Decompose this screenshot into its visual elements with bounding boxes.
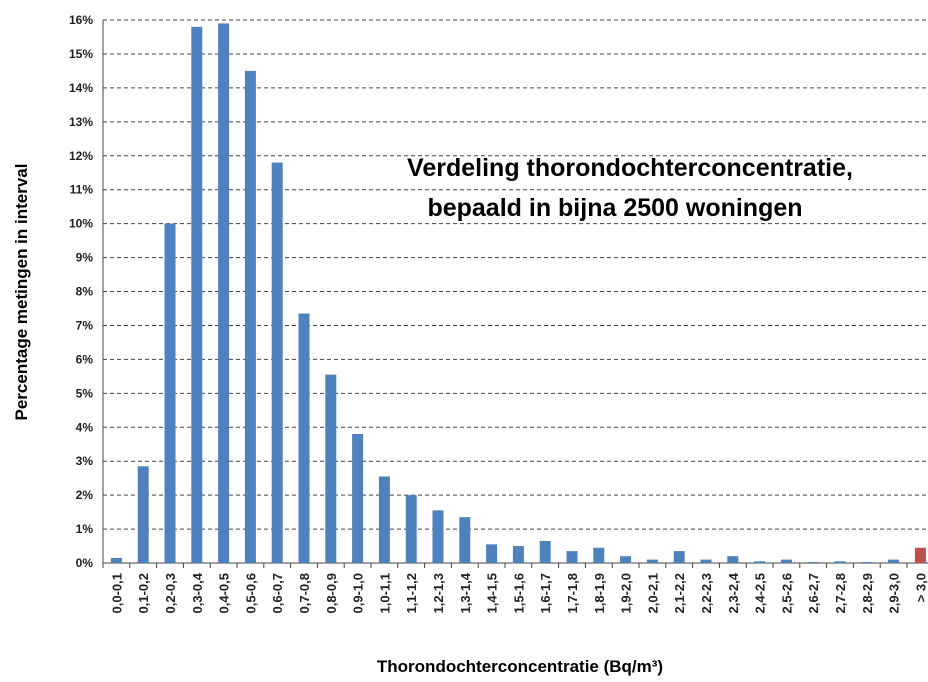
x-tick-label: 1,5-1,6 <box>511 573 526 613</box>
bar <box>191 26 203 564</box>
bar <box>861 561 873 563</box>
bar <box>834 561 846 563</box>
x-tick-label: 1,2-1,3 <box>431 573 446 613</box>
y-tick-label: 2% <box>76 488 94 502</box>
x-tick-label: 2,3-2,4 <box>726 572 741 613</box>
y-tick-label: 7% <box>76 318 94 332</box>
bar <box>271 162 283 563</box>
y-tick-label: 6% <box>76 352 94 366</box>
x-tick-label: 2,0-2,1 <box>645 573 660 613</box>
bar <box>646 559 658 563</box>
x-tick-label: 0,6-0,7 <box>270 573 285 613</box>
bar <box>137 466 149 563</box>
x-tick-label: 1,4-1,5 <box>485 573 500 613</box>
x-tick-label: 1,9-2,0 <box>619 573 634 613</box>
y-tick-label: 3% <box>76 454 94 468</box>
y-tick-label: 1% <box>76 522 94 536</box>
x-tick-label: 1,8-1,9 <box>592 573 607 613</box>
y-tick-label: 12% <box>69 149 93 163</box>
x-tick-label: 2,4-2,5 <box>753 573 768 613</box>
bar <box>352 434 364 563</box>
bar <box>727 556 739 563</box>
y-tick-label: 8% <box>76 285 94 299</box>
x-tick-label: 2,7-2,8 <box>833 573 848 613</box>
bar <box>218 23 230 564</box>
y-axis-title: Percentage metingen in interval <box>12 164 31 421</box>
bar <box>244 70 256 563</box>
x-tick-label: 0,8-0,9 <box>324 573 339 613</box>
annotation-line: bepaald in bijna 2500 woningen <box>427 194 802 222</box>
bar <box>512 546 524 563</box>
x-tick-label: 0,0-0,1 <box>109 573 124 613</box>
bar <box>673 551 685 563</box>
y-tick-label: 16% <box>69 13 93 27</box>
y-tick-label: 9% <box>76 251 94 265</box>
x-tick-label: 2,8-2,9 <box>860 573 875 613</box>
x-tick-label: 1,7-1,8 <box>565 573 580 613</box>
y-tick-label: 14% <box>69 81 93 95</box>
x-tick-label: 1,3-1,4 <box>458 572 473 613</box>
bar <box>807 561 819 563</box>
x-tick-label: 0,7-0,8 <box>297 573 312 613</box>
bar <box>888 559 900 563</box>
bar <box>325 374 337 563</box>
bar <box>620 556 632 563</box>
bar <box>593 547 605 563</box>
x-tick-label: 0,5-0,6 <box>243 573 258 613</box>
x-tick-label: 1,1-1,2 <box>404 573 419 613</box>
bar <box>459 517 471 563</box>
x-tick-label: 2,9-3,0 <box>887 573 902 613</box>
y-tick-label: 5% <box>76 386 94 400</box>
x-axis-title: Thorondochterconcentratie (Bq/m³) <box>377 657 663 676</box>
x-tick-label: 1,0-1,1 <box>377 573 392 613</box>
bar <box>754 561 766 563</box>
x-tick-label: 0,2-0,3 <box>163 573 178 613</box>
bar <box>539 540 551 563</box>
x-tick-label: > 3,0 <box>913 573 928 602</box>
y-tick-label: 10% <box>69 217 93 231</box>
bar <box>914 547 926 563</box>
y-tick-label: 13% <box>69 115 93 129</box>
x-tick-label: 2,1-2,2 <box>672 573 687 613</box>
x-tick-label: 0,1-0,2 <box>136 573 151 613</box>
y-tick-label: 0% <box>76 556 94 570</box>
bar <box>432 510 444 563</box>
y-tick-label: 11% <box>70 183 94 197</box>
x-tick-label: 0,3-0,4 <box>190 572 205 613</box>
x-tick-label: 2,5-2,6 <box>779 573 794 613</box>
bar <box>164 223 176 563</box>
annotation-line: Verdeling thorondochterconcentratie, <box>407 154 853 182</box>
bar <box>378 476 390 563</box>
y-tick-label: 15% <box>69 47 93 61</box>
bar <box>486 544 498 563</box>
x-tick-label: 0,9-1,0 <box>351 573 366 613</box>
bar <box>780 559 792 563</box>
x-tick-label: 1,6-1,7 <box>538 573 553 613</box>
x-tick-label: 2,2-2,3 <box>699 573 714 613</box>
bar <box>700 559 712 563</box>
x-tick-label: 0,4-0,5 <box>217 573 232 613</box>
bar <box>110 557 122 563</box>
bar <box>405 495 417 563</box>
x-tick-label: 2,6-2,7 <box>806 573 821 613</box>
bar <box>298 313 310 563</box>
bar <box>566 551 578 563</box>
y-tick-label: 4% <box>76 420 94 434</box>
